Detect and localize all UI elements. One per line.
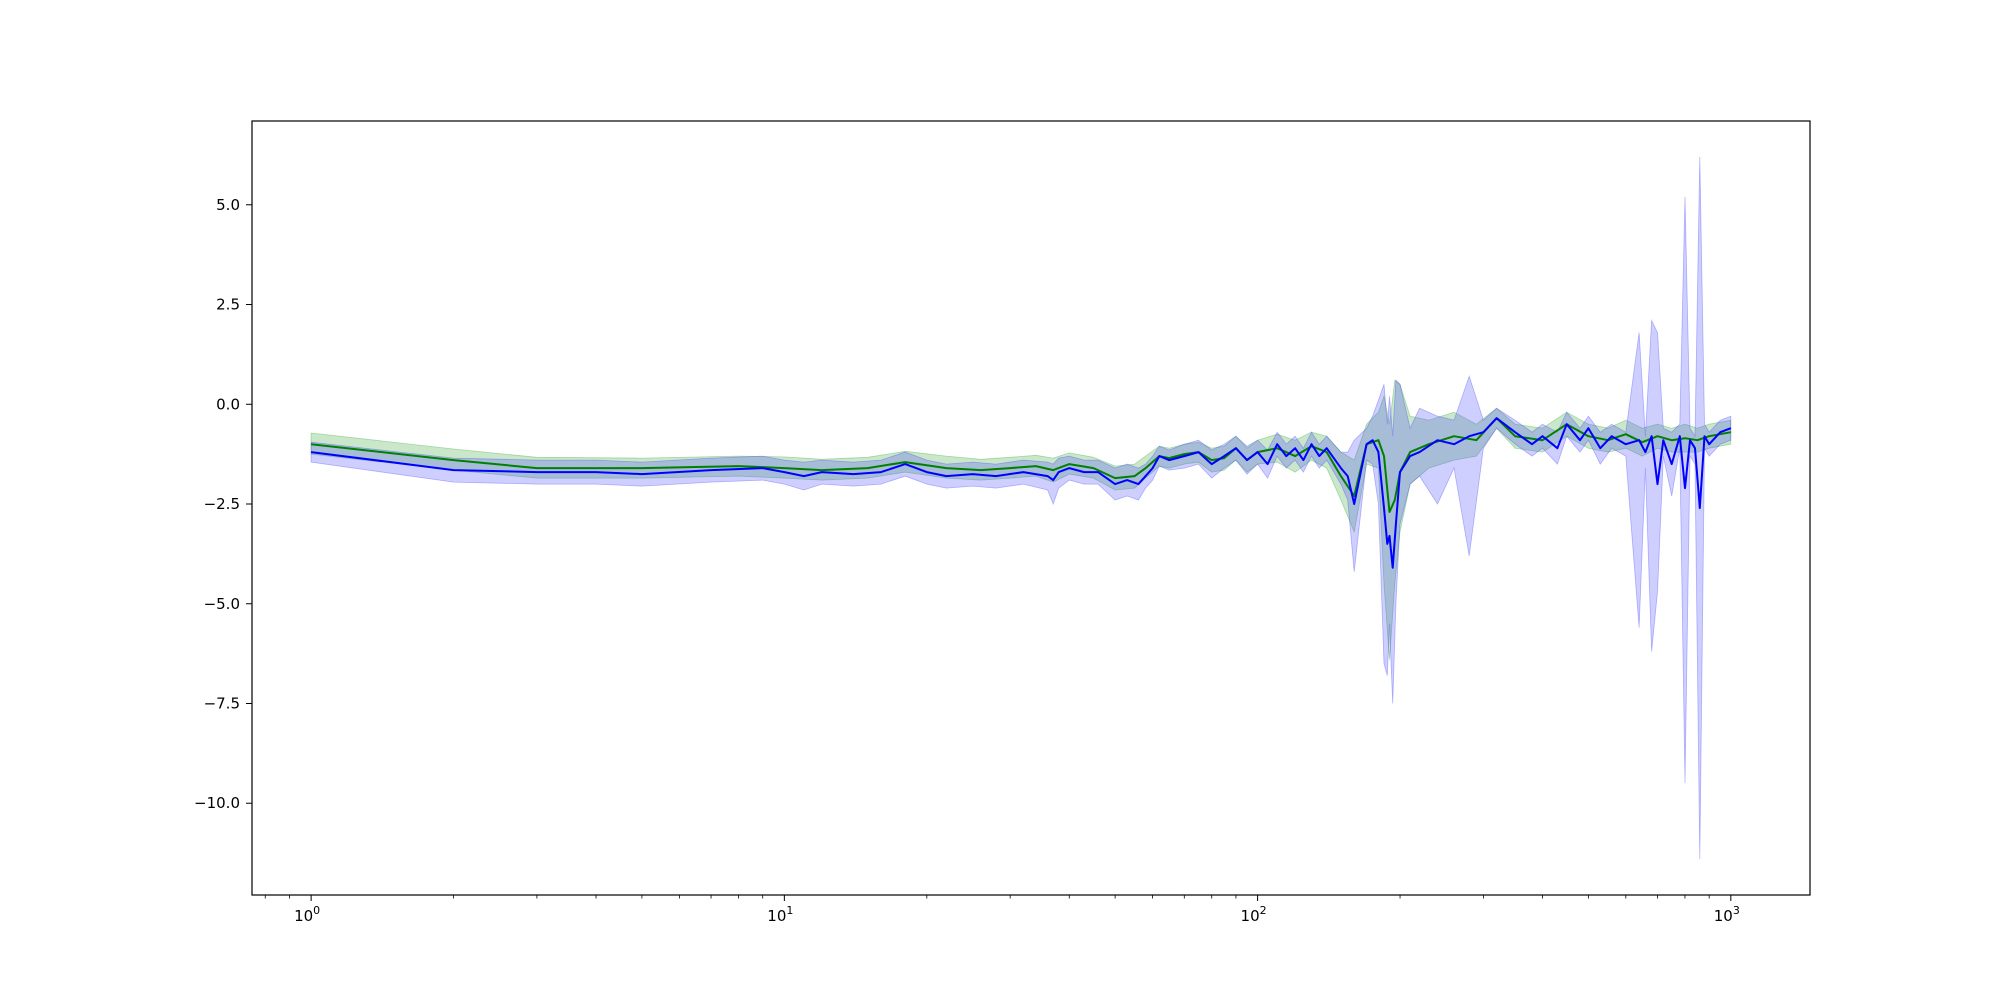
x-tick-label-base: 10 (1241, 907, 1260, 925)
x-tick-label-exponent: 3 (1733, 904, 1740, 917)
series-2-line (310, 417, 1732, 569)
y-axis-ticks: 5.0 2.5 0.0 −2.5 −5.0 −7.5 −10.0 (194, 196, 252, 812)
x-tick-label: 103 (1714, 904, 1740, 925)
confidence-bands (310, 156, 1732, 860)
y-tick-label: 5.0 (216, 196, 240, 214)
x-tick-label-exponent: 2 (1260, 904, 1267, 917)
series-1-band (310, 379, 1732, 660)
plot-frame (251, 120, 1811, 896)
y-tick-label: −7.5 (204, 694, 240, 712)
y-tick-label: −5.0 (204, 595, 240, 613)
x-tick-label-exponent: 1 (786, 904, 793, 917)
x-axis-ticks: 100 101 102 103 (264, 895, 1740, 925)
x-tick-label-base: 10 (294, 907, 313, 925)
y-tick-label: 2.5 (216, 296, 240, 314)
y-tick-label: 0.0 (216, 395, 240, 413)
x-tick-label: 100 (294, 904, 320, 925)
series-1-line (310, 417, 1731, 513)
x-tick-label: 102 (1241, 904, 1267, 925)
series-2-band (310, 156, 1732, 860)
y-tick-label: −2.5 (204, 495, 240, 513)
y-tick-label: −10.0 (194, 794, 240, 812)
x-tick-label-exponent: 0 (313, 904, 320, 917)
series-lines (310, 417, 1732, 569)
x-tick-label-base: 10 (767, 907, 786, 925)
x-tick-label-base: 10 (1714, 907, 1733, 925)
x-tick-label: 101 (767, 904, 793, 925)
